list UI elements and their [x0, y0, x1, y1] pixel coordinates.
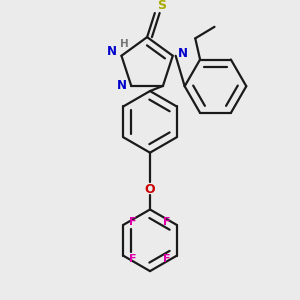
Text: N: N: [177, 47, 188, 60]
Text: S: S: [157, 0, 166, 12]
Text: F: F: [129, 217, 137, 227]
Text: F: F: [129, 254, 137, 264]
Text: O: O: [145, 183, 155, 196]
Text: N: N: [117, 80, 127, 92]
Text: F: F: [163, 217, 171, 227]
Text: F: F: [163, 254, 171, 264]
Text: H: H: [120, 39, 129, 49]
Text: N: N: [107, 45, 117, 58]
